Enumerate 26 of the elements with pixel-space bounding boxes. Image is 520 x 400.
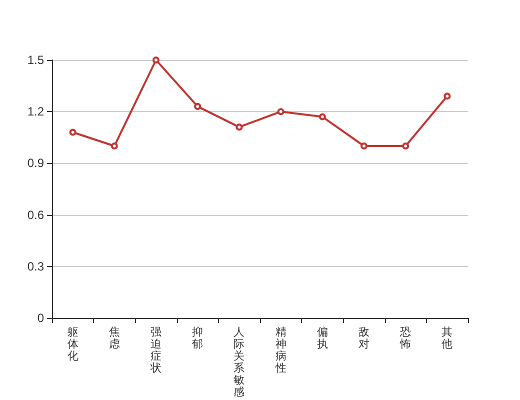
y-tick-label: 0.6 [27, 208, 44, 222]
point [194, 102, 202, 110]
x-tick-label: 精神病性 [274, 326, 286, 374]
point [236, 124, 243, 131]
point [277, 108, 284, 116]
point [110, 142, 118, 150]
point [152, 56, 160, 64]
x-tick-label: 人际关系敏感 [234, 326, 245, 398]
y-tick-label: 0.9 [27, 156, 44, 170]
point [402, 142, 410, 150]
x-tick-label: 敌对 [358, 326, 370, 350]
x-tick-label: 焦虑 [108, 326, 120, 350]
point [69, 128, 76, 136]
x-tick-label: 强迫症状 [150, 326, 162, 374]
y-tick-label: 1.5 [27, 53, 44, 67]
y-tick-label: 0 [37, 311, 44, 325]
x-tick-label: 抑郁 [192, 326, 204, 350]
point [444, 92, 451, 100]
x-tick-label: 恐怖 [399, 326, 412, 350]
x-tick-label: 其他 [442, 326, 453, 350]
x-tick-label: 躯体化 [67, 326, 78, 362]
point [360, 142, 368, 150]
x-tick-label: 偏执 [316, 326, 328, 350]
point [318, 113, 326, 120]
y-tick-label: 0.3 [27, 259, 44, 274]
y-tick-label: 1.2 [27, 104, 44, 119]
